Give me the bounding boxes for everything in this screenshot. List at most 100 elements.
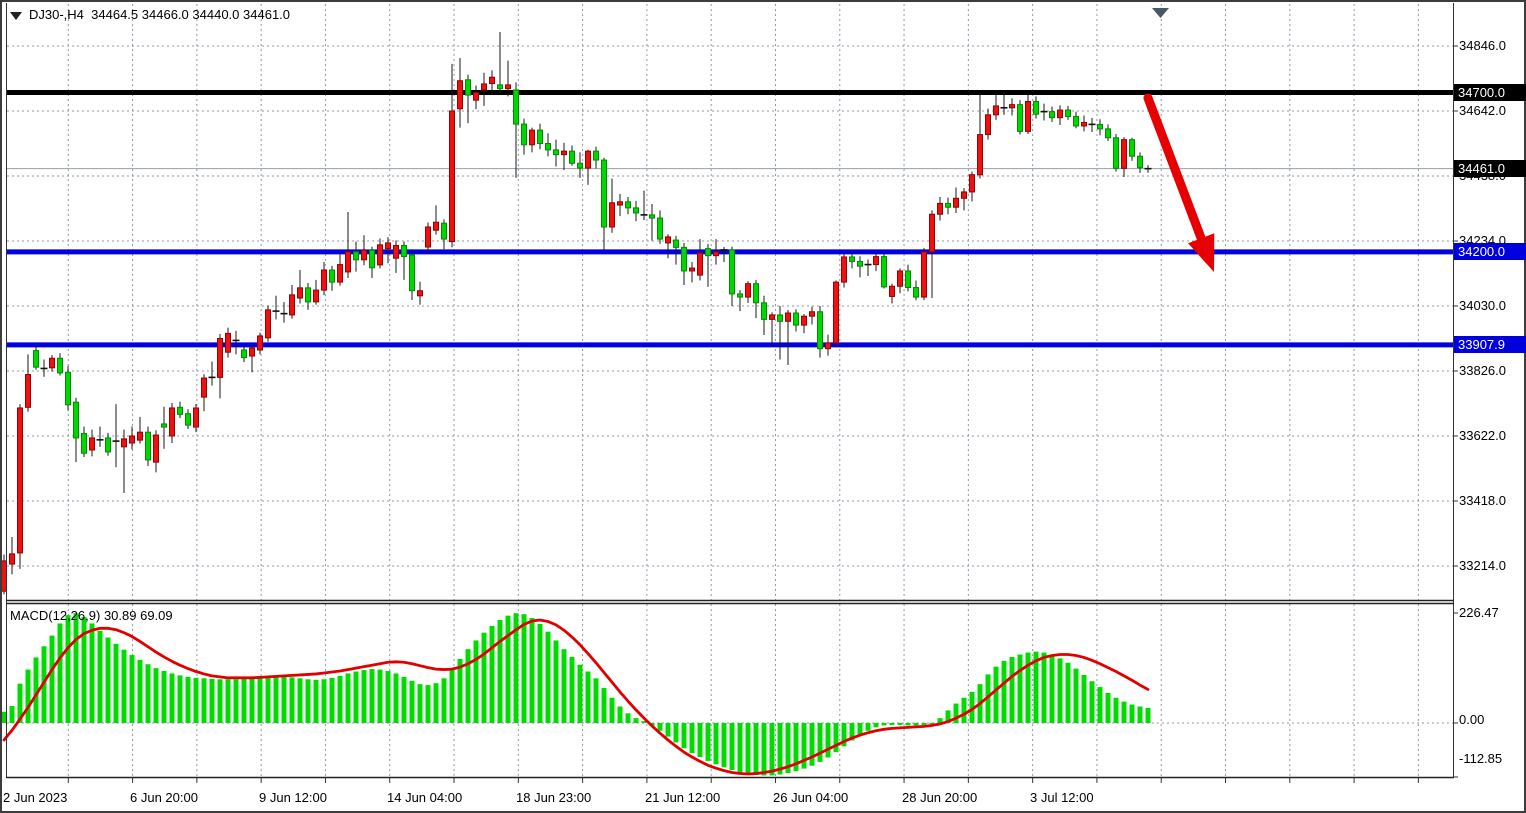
candle-bear	[57, 357, 63, 374]
candle-bear	[73, 401, 79, 439]
macd-histogram-bar	[849, 723, 855, 741]
macd-histogram-bar	[833, 723, 839, 753]
macd-histogram-bar	[161, 671, 167, 723]
macd-histogram-bar	[1001, 660, 1007, 723]
candle-bear	[1049, 111, 1055, 119]
macd-histogram-bar	[1129, 704, 1135, 723]
macd-indicator-label: MACD(12,26,9) 30.89 69.09	[10, 608, 173, 623]
macd-histogram-bar	[1145, 707, 1151, 723]
price-axis-tick-label: 34030.0	[1459, 298, 1506, 313]
macd-histogram-bar	[121, 649, 127, 723]
candle-bull	[897, 270, 903, 287]
macd-histogram-bar	[785, 723, 791, 774]
macd-histogram-bar	[1, 711, 7, 723]
macd-histogram-bar	[305, 679, 311, 723]
price-level-badge-34461.0: 34461.0	[1454, 160, 1526, 178]
candle-bull	[665, 236, 671, 244]
macd-histogram-bar	[145, 664, 151, 723]
candle-bear	[305, 287, 311, 303]
macd-histogram-bar	[641, 721, 647, 723]
time-axis-label: 28 Jun 20:00	[902, 790, 978, 805]
macd-histogram-bar	[385, 671, 391, 723]
candle-bear	[1033, 100, 1039, 115]
macd-histogram-bar	[233, 679, 239, 723]
macd-histogram-bar	[17, 683, 23, 723]
macd-histogram-bar	[657, 723, 663, 731]
candle-bull	[609, 202, 615, 228]
macd-histogram-bar	[425, 685, 431, 723]
macd-histogram-bar	[97, 630, 103, 723]
macd-histogram-bar	[369, 669, 375, 723]
candle-bull	[929, 213, 935, 253]
macd-histogram-bar	[481, 632, 487, 723]
macd-histogram-bar	[617, 706, 623, 723]
macd-histogram-bar	[465, 649, 471, 723]
candle-bull	[1121, 139, 1127, 169]
candle-bear	[145, 431, 151, 461]
macd-histogram-bar	[697, 723, 703, 757]
candle-bull	[993, 105, 999, 116]
time-axis-label: 14 Jun 04:00	[387, 790, 463, 805]
candle-bear	[545, 143, 551, 151]
macd-histogram-bar	[9, 706, 15, 723]
macd-histogram-bar	[417, 684, 423, 723]
candle-bear	[881, 256, 887, 288]
macd-histogram-bar	[513, 613, 519, 723]
macd-histogram-bar	[609, 697, 615, 723]
macd-histogram-bar	[1097, 687, 1103, 723]
macd-histogram-bar	[585, 671, 591, 723]
candle-bull	[337, 264, 343, 283]
price-level-badge-34200.0: 34200.0	[1454, 243, 1526, 261]
macd-histogram-bar	[57, 623, 63, 723]
candle-bear	[1129, 139, 1135, 157]
time-axis-label: 9 Jun 12:00	[259, 790, 327, 805]
macd-histogram-bar	[985, 674, 991, 723]
candle-bull	[321, 269, 327, 291]
candle-bull	[265, 309, 271, 339]
candle-bull	[225, 332, 231, 353]
candle-bear	[521, 123, 527, 146]
macd-histogram-bar	[873, 723, 879, 728]
candle-bear	[673, 239, 679, 248]
macd-histogram-bar	[409, 680, 415, 723]
macd-histogram-bar	[1137, 706, 1143, 723]
candle-bull	[137, 431, 143, 441]
macd-signal-value: 69.09	[140, 608, 173, 623]
macd-histogram-bar	[193, 677, 199, 723]
macd-histogram-bar	[81, 617, 87, 723]
candle-bear	[1097, 123, 1103, 130]
candle-bull	[961, 191, 967, 199]
price-axis-tick-label: 33826.0	[1459, 363, 1506, 378]
candle-bear	[737, 293, 743, 298]
macd-histogram-bar	[345, 673, 351, 723]
macd-histogram-bar	[289, 677, 295, 723]
candle-bull	[25, 374, 31, 408]
down-arrow-head[interactable]	[1188, 233, 1215, 272]
candle-bear	[1105, 128, 1111, 139]
down-arrow-shaft[interactable]	[1143, 93, 1206, 243]
macd-histogram-bar	[721, 723, 727, 768]
macd-histogram-bar	[249, 678, 255, 723]
candle-bear	[513, 89, 519, 125]
macd-histogram-bar	[913, 723, 919, 726]
candle-bull	[121, 438, 127, 448]
macd-histogram-bar	[705, 723, 711, 761]
candle-bear	[753, 283, 759, 304]
candle-bear	[409, 254, 415, 292]
candle-bull	[985, 114, 991, 136]
candle-bull	[977, 134, 983, 176]
candle-bull	[153, 434, 159, 463]
macd-histogram-bar	[633, 718, 639, 723]
macd-histogram-bar	[545, 631, 551, 723]
macd-histogram-bar	[897, 723, 903, 725]
macd-histogram-bar	[1033, 651, 1039, 723]
macd-axis-tick-label: -112.85	[1459, 751, 1503, 766]
candle-bull	[169, 407, 175, 437]
macd-histogram-bar	[713, 723, 719, 765]
candle-bull	[937, 202, 943, 215]
macd-histogram-bar	[201, 678, 207, 723]
candle-bull	[385, 242, 391, 250]
candle-bear	[705, 248, 711, 257]
